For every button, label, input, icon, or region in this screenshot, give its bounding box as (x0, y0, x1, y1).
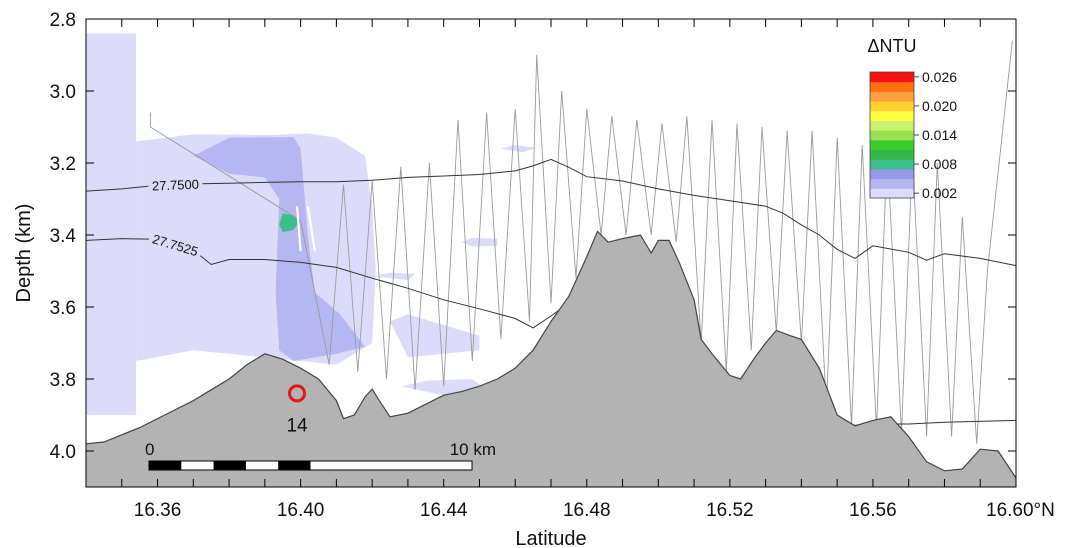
x-axis-title: Latitude (515, 528, 586, 548)
colorbar-swatch (870, 101, 914, 112)
colorbar-swatch (870, 72, 914, 83)
station-label: 14 (286, 415, 308, 436)
y-axis-title: Depth (km) (13, 204, 35, 303)
colorbar-swatch (870, 168, 914, 180)
survey-mark (295, 206, 302, 252)
seafloor-outline (86, 230, 1016, 479)
turbidity-patch (86, 33, 137, 416)
colorbar-swatch (870, 81, 914, 92)
turbidity-patch (390, 314, 480, 358)
x-tick-label: 16.44 (420, 500, 468, 521)
contour-label-bg (148, 175, 203, 193)
scale-bar-segment (278, 461, 311, 470)
station: 14 (286, 384, 308, 436)
colorbar-swatch (870, 188, 914, 199)
colorbar-swatch (870, 130, 914, 141)
contour-label-bg (147, 229, 204, 260)
x-tick-label: 16.36 (134, 500, 182, 521)
survey-marks (295, 206, 317, 252)
colorbar-swatch (870, 120, 914, 131)
colorbar-tick-label: 0.014 (922, 127, 957, 143)
colorbar-swatch (870, 149, 914, 160)
contour-label: 27.7500 (152, 177, 200, 194)
y-tick-label: 4.0 (50, 442, 76, 463)
colorbar-swatch (870, 139, 914, 151)
scale-bar-segment (149, 461, 182, 470)
turbidity-patch (500, 145, 537, 153)
y-tick-label: 3.0 (50, 82, 76, 103)
colorbar-tick-label: 0.002 (922, 185, 957, 201)
turbidity-patches (86, 33, 537, 416)
x-tick-label: 16.60°N (986, 500, 1055, 521)
y-tick-label: 3.2 (50, 154, 76, 175)
density-contour (86, 158, 1016, 267)
seafloor (86, 230, 1016, 487)
turbidity-patch (193, 137, 365, 361)
colorbar-tick-label: 0.020 (922, 98, 957, 114)
colorbar: ΔNTU 0.026 0.020 0.014 0.008 0.002 (867, 36, 957, 201)
y-tick-label: 2.8 (50, 10, 76, 31)
colorbar-tick-label: 0.026 (922, 69, 957, 85)
colorbar-swatch (870, 178, 914, 189)
scale-bar-start-label: 0 (145, 440, 154, 459)
scale-bar: 0 10 km (145, 440, 496, 471)
colorbar-tick-label: 0.008 (922, 156, 957, 172)
colorbar-title: ΔNTU (867, 36, 916, 56)
scale-bar-segment (213, 461, 246, 470)
x-tick-label: 16.52 (706, 500, 754, 521)
x-tick-label: 16.56 (849, 500, 897, 521)
seafloor-fill (86, 231, 1016, 487)
y-tick-label: 3.6 (50, 298, 76, 319)
station-marker (288, 384, 307, 403)
colorbar-swatch (870, 159, 914, 170)
y-tick-label: 3.8 (50, 370, 76, 391)
scale-bar-end-label: 10 km (450, 440, 496, 459)
survey-mark (306, 206, 317, 252)
colorbar-swatch (870, 110, 914, 121)
x-tick-label: 16.48 (563, 500, 611, 521)
axes: 16.36 16.40 16.44 16.48 16.52 16.56 16.60°N 2.8… (50, 10, 1055, 521)
x-tick-label: 16.40 (277, 500, 325, 521)
y-tick-label: 3.4 (50, 226, 77, 247)
turbidity-patch (279, 213, 301, 233)
colorbar-swatch (870, 91, 914, 102)
